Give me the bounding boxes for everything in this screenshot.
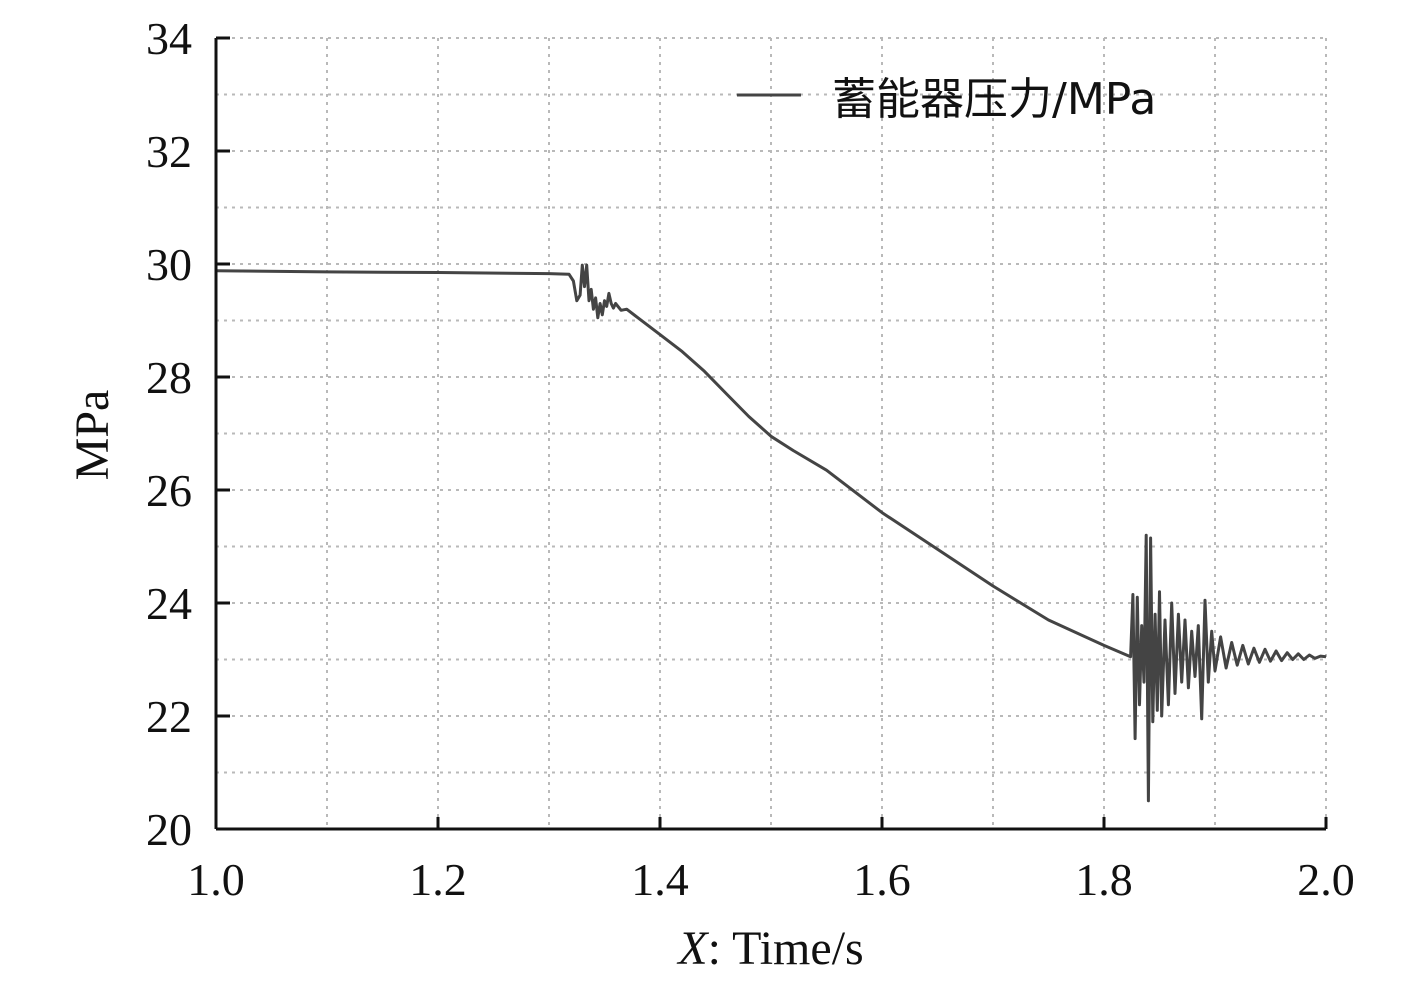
y-tick-label: 22 (146, 691, 192, 742)
y-tick-label: 32 (146, 126, 192, 177)
axes (214, 38, 1326, 831)
x-axis-label-variable: X (676, 922, 709, 975)
x-tick-label: 1.4 (631, 854, 689, 905)
x-tick-label: 2.0 (1297, 854, 1355, 905)
x-tick-label: 1.2 (409, 854, 467, 905)
y-tick-label: 20 (146, 804, 192, 855)
x-tick-label: 1.6 (853, 854, 911, 905)
series-group (215, 263, 1327, 803)
y-tick-label: 34 (146, 13, 192, 64)
x-tick-label: 1.8 (1075, 854, 1133, 905)
x-axis-label: X: Time/s (676, 922, 863, 975)
series-line-0 (215, 263, 1327, 803)
y-tick-label: 30 (146, 239, 192, 290)
y-axis-ticks: 20 22 24 26 28 30 32 34 (146, 13, 230, 855)
y-axis-label: MPa (66, 390, 119, 481)
y-tick-label: 26 (146, 465, 192, 516)
legend-label: 蓄能器压力/MPa (832, 74, 1156, 125)
legend: 蓄能器压力/MPa (737, 74, 1156, 125)
x-axis-label-text: : Time/s (708, 922, 864, 975)
grid-lines (215, 37, 1327, 830)
x-axis-ticks: 1.0 1.2 1.4 1.6 1.8 2.0 (187, 817, 1355, 905)
y-tick-label: 28 (146, 352, 192, 403)
x-tick-label: 1.0 (187, 854, 245, 905)
y-tick-label: 24 (146, 578, 192, 629)
